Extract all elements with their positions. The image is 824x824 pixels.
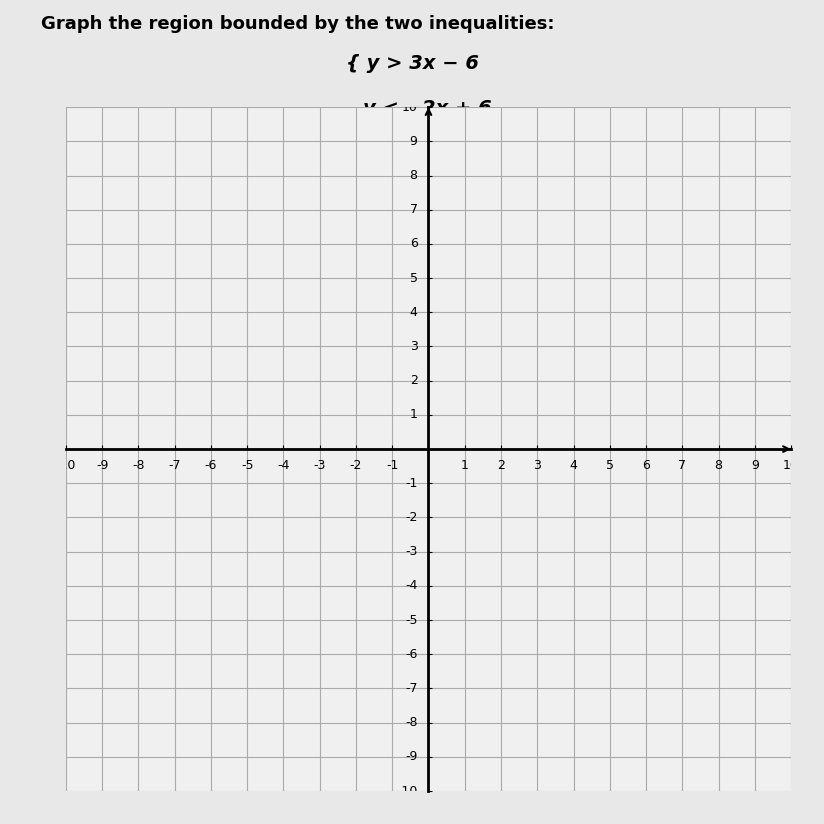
Text: -6: -6	[405, 648, 418, 661]
Text: 1: 1	[410, 409, 418, 421]
Text: -1: -1	[405, 477, 418, 489]
Text: -2: -2	[349, 459, 363, 472]
Text: 5: 5	[410, 272, 418, 284]
Text: { y > 3x − 6: { y > 3x − 6	[346, 54, 479, 73]
Text: 2: 2	[497, 459, 505, 472]
Text: -10: -10	[397, 784, 418, 798]
Text: -8: -8	[132, 459, 145, 472]
Text: -9: -9	[405, 751, 418, 763]
Text: -7: -7	[168, 459, 181, 472]
Text: -5: -5	[241, 459, 254, 472]
Text: 3: 3	[410, 340, 418, 353]
Text: Graph the region bounded by the two inequalities:: Graph the region bounded by the two ineq…	[41, 15, 555, 33]
Text: 9: 9	[751, 459, 759, 472]
Text: 8: 8	[714, 459, 723, 472]
Text: 4: 4	[569, 459, 578, 472]
Text: 2: 2	[410, 374, 418, 387]
Text: 7: 7	[678, 459, 686, 472]
Text: -10: -10	[56, 459, 76, 472]
Text: -5: -5	[405, 614, 418, 626]
Text: 10: 10	[783, 459, 799, 472]
Text: -9: -9	[96, 459, 109, 472]
Text: -8: -8	[405, 716, 418, 729]
Text: 5: 5	[606, 459, 614, 472]
Text: 10: 10	[402, 101, 418, 114]
Text: -1: -1	[386, 459, 399, 472]
Text: 3: 3	[533, 459, 541, 472]
Text: 6: 6	[410, 237, 418, 250]
Text: -4: -4	[405, 579, 418, 592]
Text: -7: -7	[405, 682, 418, 695]
Text: 8: 8	[410, 169, 418, 182]
Text: 7: 7	[410, 204, 418, 216]
Text: y < −2x + 6: y < −2x + 6	[363, 99, 491, 118]
Text: 6: 6	[642, 459, 650, 472]
Text: 4: 4	[410, 306, 418, 319]
Text: -2: -2	[405, 511, 418, 524]
Text: -3: -3	[405, 545, 418, 558]
Text: 9: 9	[410, 135, 418, 147]
Text: -6: -6	[204, 459, 218, 472]
Text: -3: -3	[313, 459, 326, 472]
Text: -4: -4	[277, 459, 290, 472]
Text: 1: 1	[461, 459, 469, 472]
